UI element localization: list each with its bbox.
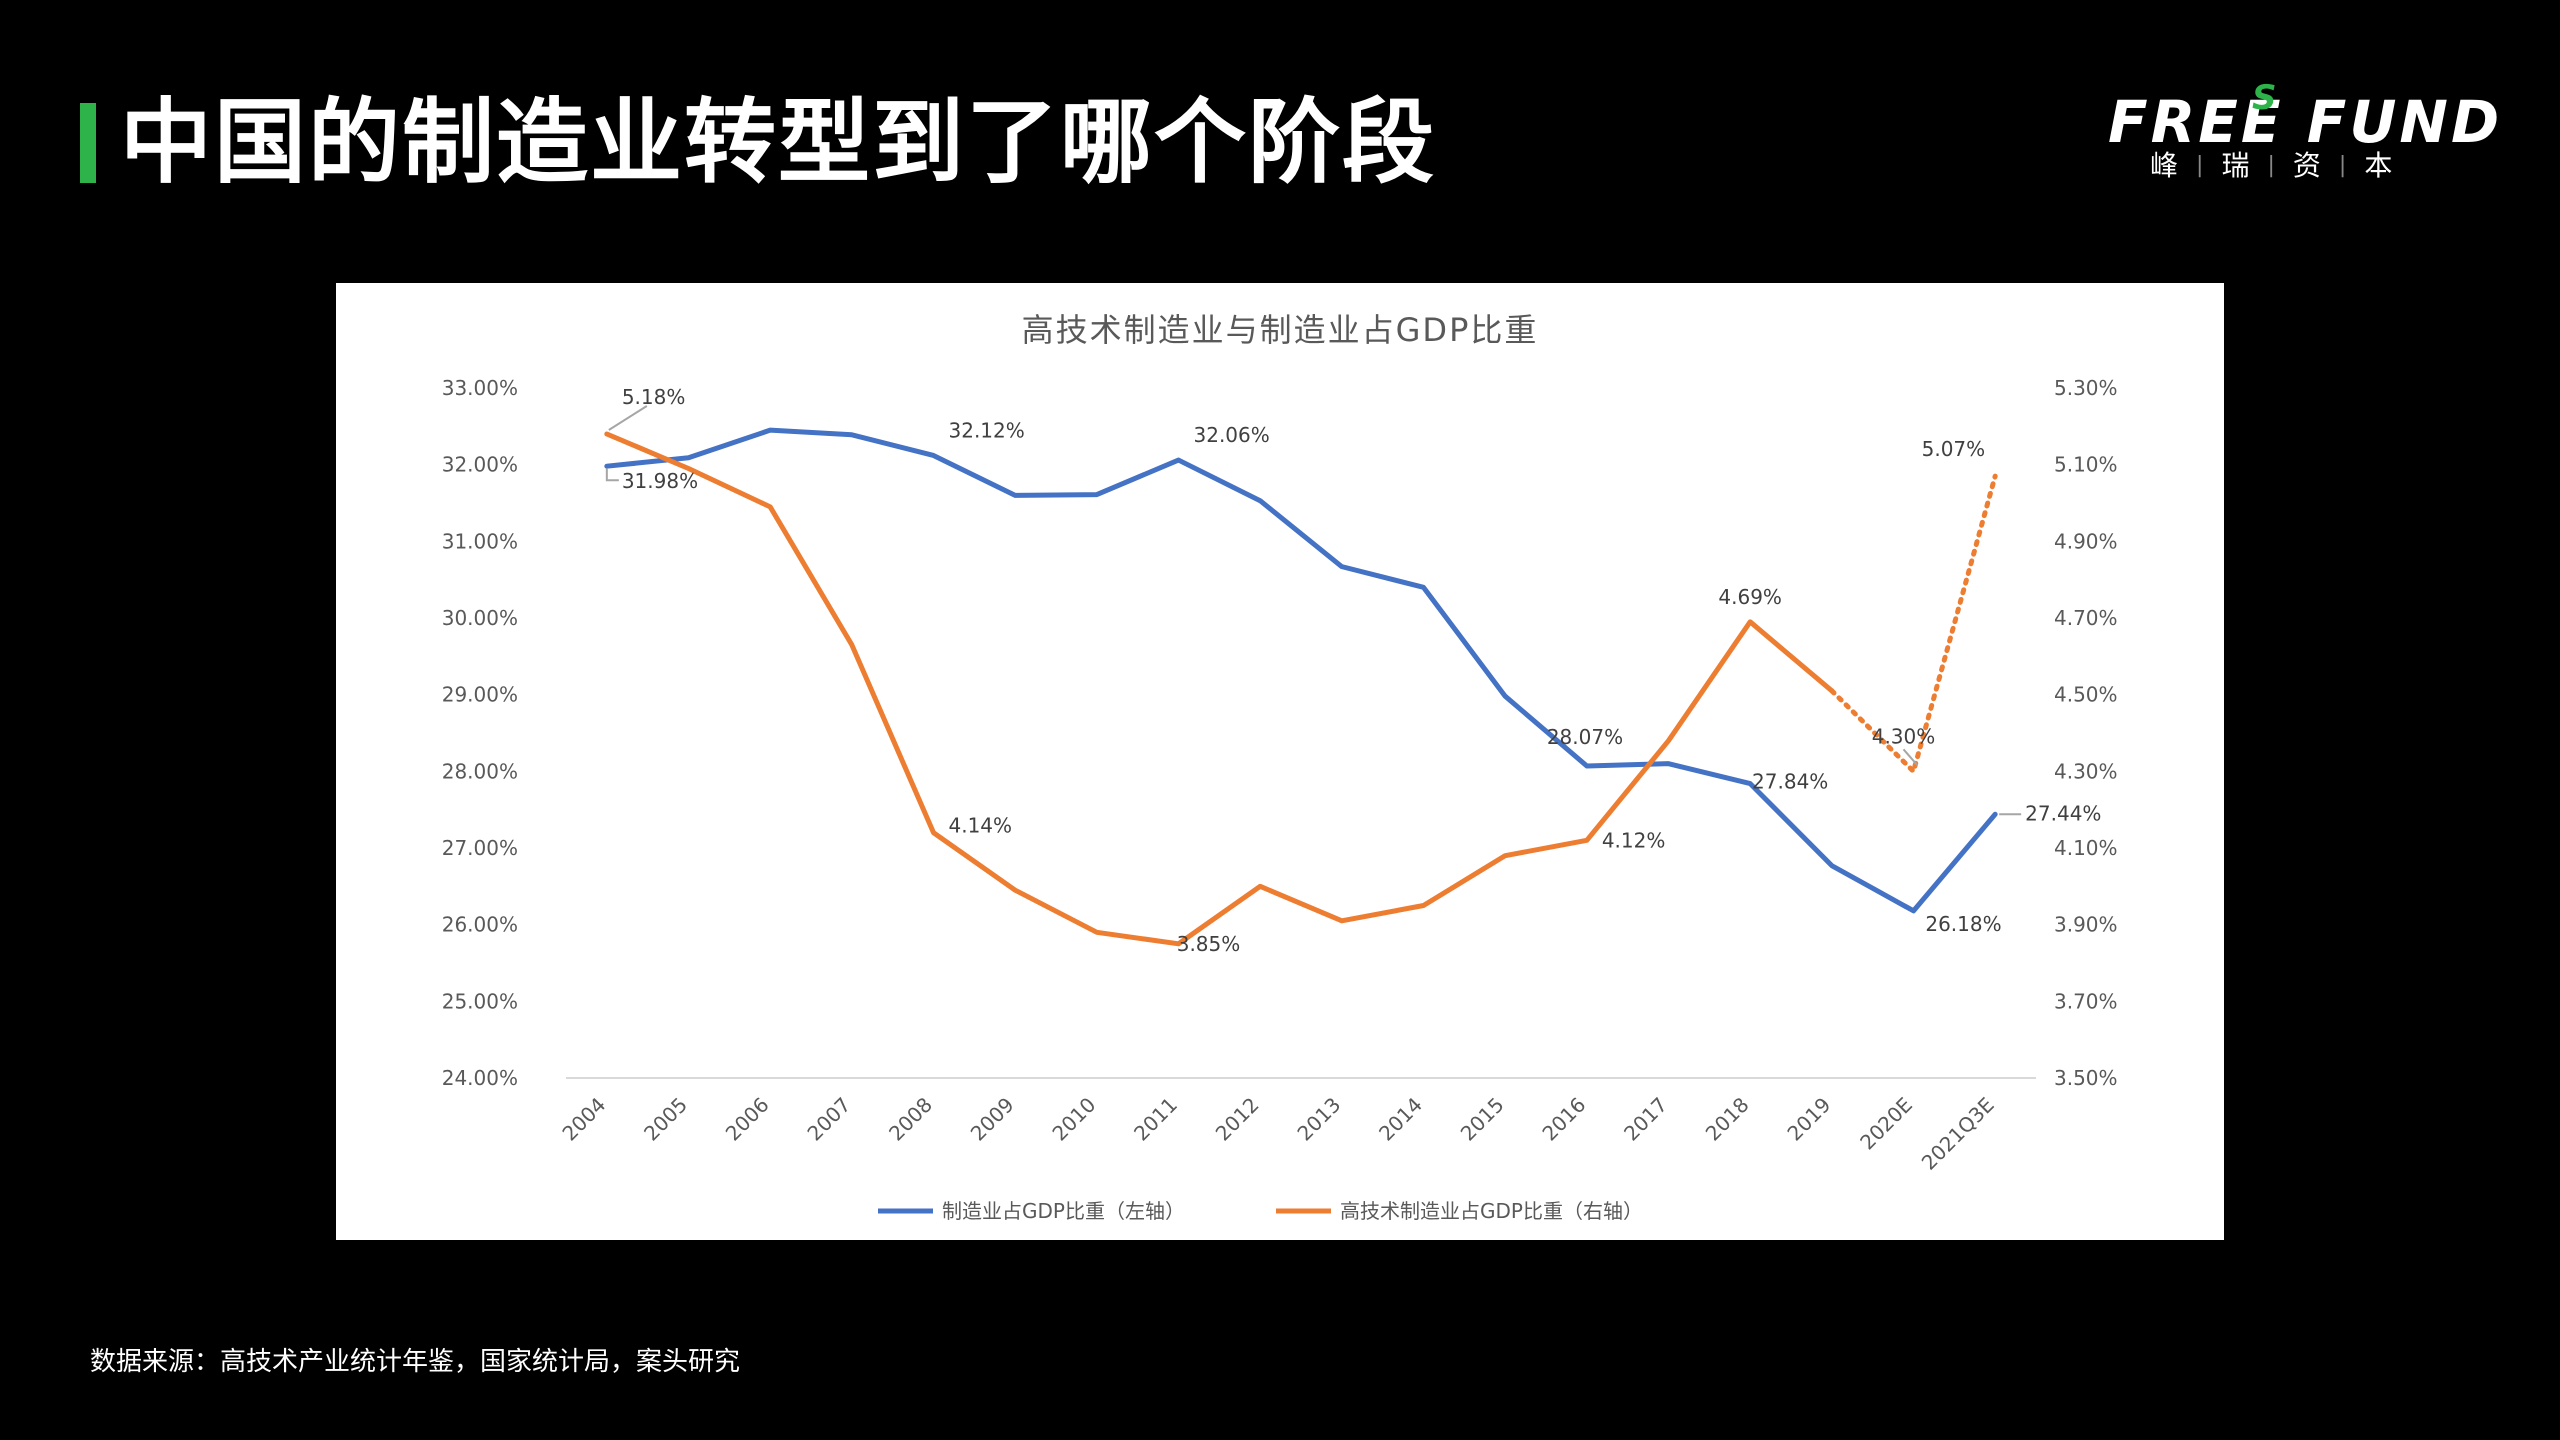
y-right-tick-label: 4.10% [2054,836,2118,860]
x-tick-label: 2008 [884,1093,937,1146]
logo-char: 瑞 [2221,149,2252,182]
x-tick-label: 2020E [1855,1093,1917,1155]
x-tick-label: 2011 [1129,1093,1182,1146]
y-right-tick-label: 3.50% [2054,1066,2118,1090]
logo-superscript: S [2252,78,2277,118]
hightech-data-label: 4.12% [1602,828,1666,852]
manufacturing-data-label: 28.07% [1547,725,1623,749]
x-tick-label: 2010 [1047,1093,1100,1146]
x-tick-label: 2015 [1456,1093,1509,1146]
manufacturing-series-line [604,427,1998,914]
hightech-data-label: 3.85% [1177,932,1241,956]
logo-subtitle: 峰 | 瑞 | 资 | 本 [2150,149,2395,182]
y-left-tick-label: 26.00% [442,913,518,937]
x-tick-label: 2019 [1782,1093,1835,1146]
manufacturing-data-label: 31.98% [622,469,698,493]
hightech-forecast-line [1829,473,1998,777]
logo-char: 本 [2364,149,2395,182]
y-left-tick-label: 30.00% [442,606,518,630]
label-leader-line [605,468,619,482]
hightech-data-label: 5.18% [622,385,686,409]
x-tick-label: 2014 [1374,1093,1427,1146]
y-left-tick-label: 24.00% [442,1066,518,1090]
source-note: 数据来源：高技术产业统计年鉴，国家统计局，案头研究 [90,1347,741,1377]
x-tick-label: 2012 [1211,1093,1264,1146]
legend-label: 制造业占GDP比重（左轴） [942,1199,1185,1223]
manufacturing-data-label: 26.18% [1925,912,2001,936]
x-tick-label: 2007 [802,1093,855,1146]
label-leader-line [608,405,648,431]
hightech-data-label: 5.07% [1922,437,1986,461]
x-tick-label: 2013 [1292,1093,1345,1146]
y-right-tick-label: 3.70% [2054,989,2118,1013]
x-tick-label: 2017 [1619,1093,1672,1146]
y-left-tick-label: 27.00% [442,836,518,860]
manufacturing-data-label: 27.84% [1752,770,1828,794]
y-right-tick-label: 4.70% [2054,606,2118,630]
hightech-data-label: 4.69% [1718,585,1782,609]
logo-char: 峰 [2150,149,2181,182]
title-accent-bar [80,103,96,183]
y-left-tick-label: 31.00% [442,529,518,553]
hightech-data-label: 4.30% [1872,724,1936,748]
x-tick-label: 2004 [557,1093,610,1146]
chart-title: 高技术制造业与制造业占GDP比重 [1022,311,1539,349]
y-right-tick-label: 4.90% [2054,529,2118,553]
hightech-data-label: 4.14% [949,814,1013,838]
chart-card: 高技术制造业与制造业占GDP比重 24.00% 25.00% 26.00% 27.00%… [336,283,2224,1240]
y-left-tick-label: 25.00% [442,989,518,1013]
logo-char: 资 [2292,149,2323,182]
y-left-tick-label: 32.00% [442,453,518,477]
y-left-tick-label: 28.00% [442,759,518,783]
y-left-tick-label: 29.00% [442,683,518,707]
y-right-tick-label: 4.50% [2054,683,2118,707]
manufacturing-data-label: 32.06% [1194,423,1270,447]
logo-text: FREE FUND [2108,88,2503,156]
y-right-tick-label: 4.30% [2054,759,2118,783]
manufacturing-data-label: 32.12% [949,418,1025,442]
x-tick-label: 2016 [1537,1093,1590,1146]
legend-label: 高技术制造业占GDP比重（右轴） [1340,1199,1643,1223]
label-leader-line [1902,748,1919,766]
logo: FREE FUND S 峰 | 瑞 | 资 | 本 [2100,78,2499,190]
x-tick-label: 2018 [1701,1093,1754,1146]
y-right-tick-label: 5.10% [2054,453,2118,477]
x-tick-label: 2021Q3E [1917,1093,1999,1175]
x-tick-label: 2005 [639,1093,692,1146]
line-chart: 高技术制造业与制造业占GDP比重 24.00% 25.00% 26.00% 27.00%… [442,311,2118,1223]
y-right-tick-label: 3.90% [2054,913,2118,937]
x-tick-label: 2006 [721,1093,774,1146]
y-left-tick-label: 33.00% [442,376,518,400]
x-tick-label: 2009 [966,1093,1019,1146]
manufacturing-data-label: 27.44% [2025,801,2101,825]
y-right-tick-label: 5.30% [2054,376,2118,400]
hightech-series-line [604,431,1835,947]
page-title: 中国的制造业转型到了哪个阶段 [120,89,1437,196]
